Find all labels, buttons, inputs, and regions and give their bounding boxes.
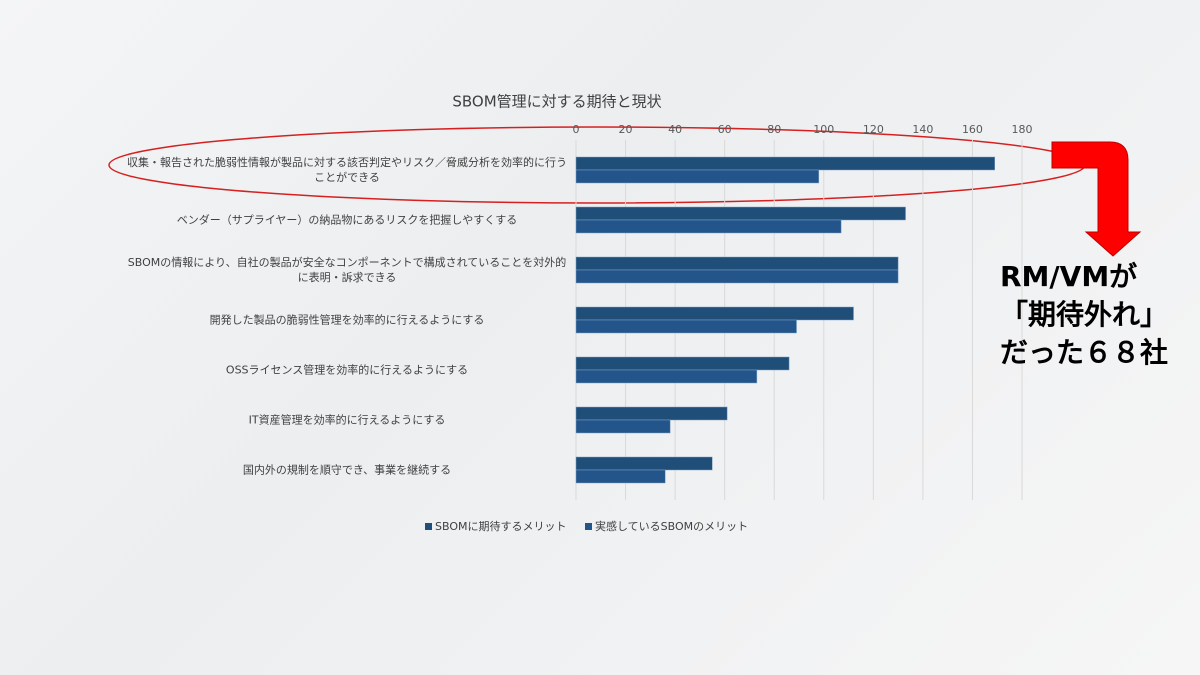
bar — [575, 319, 797, 334]
x-tick-label: 100 — [813, 123, 834, 136]
x-tick-label: 120 — [863, 123, 884, 136]
annotation-line: だった６８社 — [1000, 336, 1169, 369]
bar — [575, 356, 790, 371]
y-tick-label: 収集・報告された脆弱性情報が製品に対する該否判定やリスク／脅威分析を効率的に行う… — [127, 156, 567, 184]
y-tick-label: 開発した製品の脆弱性管理を効率的に行えるようにする — [209, 313, 485, 327]
x-tick-label: 80 — [767, 123, 781, 136]
bar — [575, 169, 820, 184]
x-tick-label: 40 — [668, 123, 682, 136]
bar — [575, 256, 899, 271]
bar — [575, 306, 854, 321]
annotation-line: 「期待外れ」 — [1000, 298, 1169, 331]
legend-swatch — [585, 523, 592, 530]
bar — [575, 369, 758, 384]
legend-swatch — [425, 523, 432, 530]
x-tick-label: 20 — [619, 123, 633, 136]
bar — [575, 206, 906, 221]
annotation: RM/VMが 「期待外れ」 だった６８社 — [1000, 258, 1168, 372]
bar — [575, 156, 995, 171]
y-tick-label: SBOMの情報により、自社の製品が安全なコンポーネントで構成されていることを対外… — [127, 256, 567, 284]
bar — [575, 406, 728, 421]
x-tick-label: 160 — [962, 123, 983, 136]
annotation-line: RM/VMが — [1000, 260, 1138, 293]
x-tick-label: 60 — [718, 123, 732, 136]
arrow — [1051, 141, 1142, 257]
bar — [575, 456, 713, 471]
x-tick-label: 180 — [1012, 123, 1033, 136]
y-tick-label: IT資産管理を効率的に行えるようにする — [248, 413, 446, 427]
x-tick-label: 0 — [573, 123, 580, 136]
legend-label: SBOMに期待するメリット — [435, 519, 566, 533]
bar — [575, 469, 666, 484]
y-tick-label: 国内外の規制を順守でき、事業を継続する — [242, 463, 452, 477]
bar — [575, 419, 671, 434]
y-tick-label: ベンダー（サプライヤー）の納品物にあるリスクを把握しやすくする — [176, 213, 518, 227]
bar — [575, 269, 899, 284]
y-tick-label: OSSライセンス管理を効率的に行えるようにする — [225, 363, 469, 377]
bar — [575, 219, 842, 234]
chart-title: SBOM管理に対する期待と現状 — [452, 93, 661, 111]
x-tick-label: 140 — [912, 123, 933, 136]
legend-label: 実感しているSBOMのメリット — [595, 519, 748, 533]
